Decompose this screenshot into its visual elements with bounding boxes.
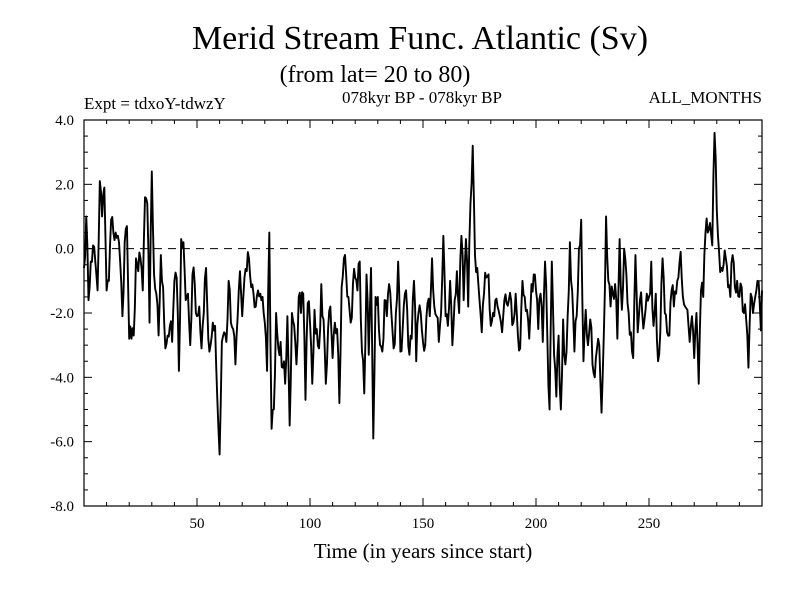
- months-label: ALL_MONTHS: [649, 88, 762, 107]
- x-tick-label: 200: [525, 516, 548, 532]
- y-tick-label: -6.0: [50, 435, 74, 451]
- x-axis-label: Time (in years since start): [314, 539, 533, 563]
- period-label: 078kyr BP - 078kyr BP: [342, 88, 502, 107]
- y-tick-label: 2.0: [55, 177, 74, 193]
- y-tick-label: -2.0: [50, 306, 74, 322]
- y-tick-label: 0.0: [55, 242, 74, 258]
- x-tick-label: 150: [412, 516, 435, 532]
- y-tick-label: 4.0: [55, 113, 74, 129]
- chart-title: Merid Stream Func. Atlantic (Sv): [192, 20, 648, 57]
- experiment-label: Expt = tdxoY-tdwzY: [84, 94, 226, 113]
- y-tick-label: -4.0: [50, 370, 74, 386]
- axes-layer: 50 100 150 200 250 -8.0 -6.0 -4.0 -2.0 0.0 2.0 4.0: [50, 113, 762, 532]
- y-tick-label: -8.0: [50, 499, 74, 515]
- chart-subtitle: (from lat= 20 to 80): [280, 62, 471, 88]
- series-line: [83, 131, 763, 456]
- x-tick-label: 250: [638, 516, 661, 532]
- x-tick-label: 50: [190, 516, 205, 532]
- x-tick-label: 100: [299, 516, 322, 532]
